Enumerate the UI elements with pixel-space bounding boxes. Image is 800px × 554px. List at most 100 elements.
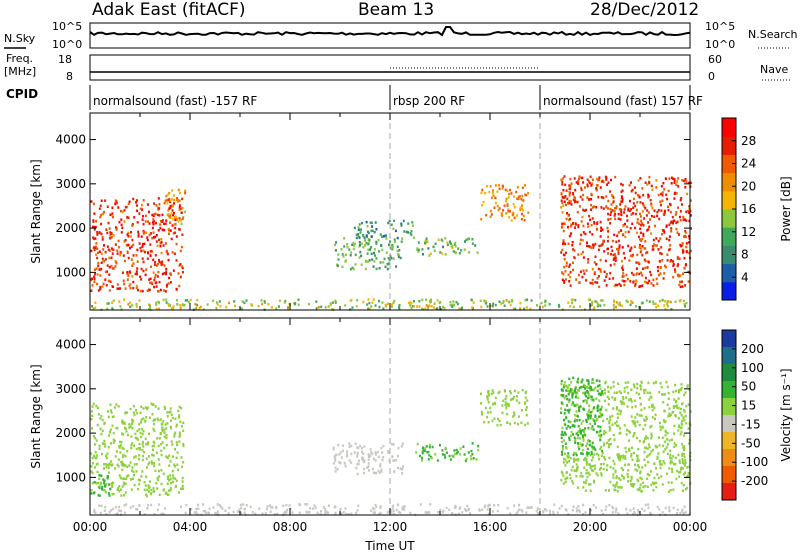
heatmap-cell bbox=[387, 451, 390, 454]
freq-tick-bottom: 8 bbox=[66, 70, 73, 83]
heatmap-cell bbox=[585, 458, 588, 461]
heatmap-cell bbox=[173, 463, 176, 466]
heatmap-cell bbox=[356, 454, 359, 457]
heatmap-cell bbox=[172, 305, 175, 308]
heatmap-cell bbox=[443, 453, 446, 457]
heatmap-cell bbox=[583, 186, 586, 189]
heatmap-cell bbox=[240, 506, 243, 510]
heatmap-cell bbox=[683, 464, 686, 467]
heatmap-cell bbox=[361, 456, 364, 459]
heatmap-cell bbox=[569, 420, 572, 424]
heatmap-cell bbox=[687, 474, 690, 477]
heatmap-cell bbox=[464, 240, 466, 243]
heatmap-cell bbox=[680, 481, 683, 485]
heatmap-cell bbox=[583, 209, 586, 212]
heatmap-cell bbox=[97, 261, 100, 265]
heatmap-cell bbox=[154, 469, 157, 473]
heatmap-cell bbox=[636, 221, 639, 224]
heatmap-cell bbox=[351, 243, 354, 246]
heatmap-cell bbox=[667, 391, 670, 395]
heatmap-cell bbox=[470, 458, 473, 461]
heatmap-cell bbox=[562, 386, 565, 389]
heatmap-cell bbox=[675, 221, 678, 225]
heatmap-cell bbox=[655, 244, 658, 247]
heatmap-cell bbox=[363, 471, 366, 475]
heatmap-cell bbox=[615, 475, 618, 478]
heatmap-cell bbox=[643, 247, 646, 250]
heatmap-cell bbox=[608, 443, 610, 446]
heatmap-cell bbox=[153, 429, 156, 432]
heatmap-cell bbox=[684, 511, 687, 514]
heatmap-cell bbox=[372, 265, 375, 268]
heatmap-cell bbox=[612, 507, 615, 510]
heatmap-cell bbox=[127, 202, 130, 206]
heatmap-cell bbox=[675, 227, 678, 231]
heatmap-cell bbox=[384, 234, 387, 238]
heatmap-cell bbox=[243, 301, 246, 305]
heatmap-cell bbox=[560, 388, 563, 391]
heatmap-cell bbox=[126, 450, 129, 453]
heatmap-cell bbox=[496, 190, 499, 193]
heatmap-cell bbox=[464, 459, 467, 463]
heatmap-cell bbox=[171, 251, 174, 254]
heatmap-cell bbox=[680, 386, 683, 390]
heatmap-cell bbox=[587, 379, 590, 382]
heatmap-cell bbox=[585, 472, 588, 475]
heatmap-cell bbox=[144, 273, 147, 277]
heatmap-cell bbox=[656, 282, 659, 285]
heatmap-cell bbox=[383, 257, 386, 261]
heatmap-cell bbox=[135, 284, 138, 288]
heatmap-cell bbox=[365, 235, 368, 239]
heatmap-cell bbox=[331, 301, 334, 304]
heatmap-cell bbox=[631, 458, 634, 462]
heatmap-cell bbox=[109, 213, 112, 216]
freq-strip-frame bbox=[89, 54, 691, 81]
heatmap-cell bbox=[122, 279, 125, 282]
heatmap-cell bbox=[576, 486, 579, 489]
heatmap-cell bbox=[288, 504, 291, 507]
heatmap-cell bbox=[94, 466, 97, 469]
heatmap-cell bbox=[589, 388, 592, 392]
heatmap-cell bbox=[560, 450, 563, 454]
heatmap-cell bbox=[165, 285, 168, 288]
heatmap-cell bbox=[672, 462, 675, 466]
heatmap-cell bbox=[596, 404, 599, 407]
heatmap-cell bbox=[571, 479, 574, 483]
heatmap-cell bbox=[489, 185, 492, 188]
heatmap-cell bbox=[664, 177, 667, 180]
heatmap-cell bbox=[453, 506, 456, 509]
heatmap-cell bbox=[688, 251, 691, 255]
heatmap-cell bbox=[611, 396, 614, 399]
heatmap-cell bbox=[635, 208, 638, 212]
heatmap-cell bbox=[168, 454, 171, 457]
heatmap-cell bbox=[100, 474, 103, 477]
heatmap-cell bbox=[652, 278, 655, 281]
heatmap-cell bbox=[643, 458, 646, 461]
heatmap-cell bbox=[622, 268, 624, 272]
heatmap-cell bbox=[126, 271, 129, 274]
heatmap-cell bbox=[105, 465, 108, 469]
heatmap-cell bbox=[670, 438, 673, 441]
heatmap-cell bbox=[382, 444, 385, 448]
heatmap-cell bbox=[153, 285, 156, 289]
heatmap-cell bbox=[334, 457, 337, 460]
heatmap-cell bbox=[355, 236, 358, 240]
heatmap-cell bbox=[626, 225, 629, 229]
heatmap-cell bbox=[342, 255, 345, 258]
heatmap-cell bbox=[671, 215, 674, 219]
heatmap-cell bbox=[584, 385, 587, 388]
heatmap-cell bbox=[513, 205, 516, 209]
heatmap-cell bbox=[152, 223, 155, 226]
heatmap-cell bbox=[487, 420, 490, 424]
heatmap-cell bbox=[98, 477, 101, 481]
heatmap-cell bbox=[132, 262, 135, 265]
heatmap-cell bbox=[619, 458, 622, 462]
heatmap-cell bbox=[511, 415, 514, 418]
heatmap-cell bbox=[127, 243, 130, 247]
heatmap-cell bbox=[677, 397, 680, 400]
heatmap-cell bbox=[181, 206, 184, 210]
heatmap-cell bbox=[111, 307, 114, 311]
heatmap-cell bbox=[427, 305, 430, 308]
heatmap-cell bbox=[170, 426, 173, 430]
heatmap-cell bbox=[393, 512, 395, 516]
